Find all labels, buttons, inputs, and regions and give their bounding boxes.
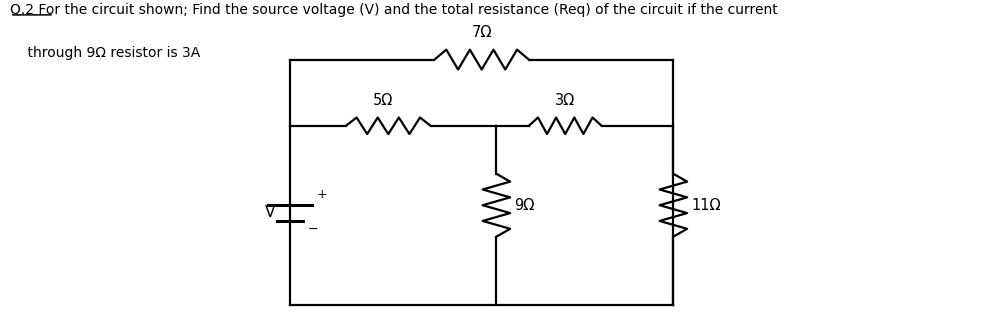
Text: −: −	[308, 223, 318, 236]
Text: 7Ω: 7Ω	[472, 25, 492, 40]
Text: 3Ω: 3Ω	[555, 93, 575, 108]
Text: +: +	[317, 188, 327, 201]
Text: Q.2 For the circuit shown; Find the source voltage (V) and the total resistance : Q.2 For the circuit shown; Find the sour…	[10, 3, 778, 17]
Text: 9Ω: 9Ω	[514, 198, 535, 213]
Text: through 9Ω resistor is 3A: through 9Ω resistor is 3A	[10, 46, 201, 60]
Text: 5Ω: 5Ω	[374, 93, 393, 108]
Text: V: V	[264, 205, 275, 220]
Text: 11Ω: 11Ω	[691, 198, 721, 213]
